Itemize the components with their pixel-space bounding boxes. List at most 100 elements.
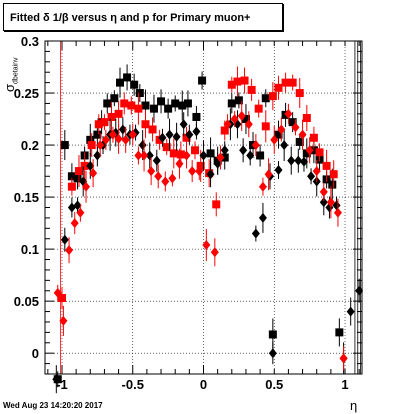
data-point-diamond (258, 181, 267, 192)
data-point-diamond (326, 197, 335, 208)
data-point-diamond (270, 134, 279, 145)
data-point-square (261, 122, 270, 131)
data-point-square (315, 148, 324, 157)
data-point-diamond (268, 348, 277, 359)
data-point-diamond (284, 108, 293, 119)
data-point-diamond (277, 124, 286, 135)
data-point-diamond (140, 150, 149, 161)
y-axis-title: σdbetainv (2, 57, 20, 93)
data-point-square (309, 146, 318, 155)
data-point-square (103, 99, 112, 108)
title-box: Fitted δ 1/β versus η and p for Primary … (3, 3, 283, 31)
data-point-diamond (223, 119, 232, 130)
data-point-square (57, 294, 66, 303)
data-point-square (80, 161, 89, 170)
data-point-diamond (96, 140, 105, 151)
data-point-diamond (210, 247, 219, 258)
data-point-diamond (291, 122, 300, 133)
data-point-diamond (188, 166, 197, 177)
data-point-square (234, 96, 243, 105)
data-point-diamond (287, 155, 296, 166)
data-point-square (162, 143, 171, 152)
data-point-diamond (294, 155, 303, 166)
data-point-square (274, 83, 283, 92)
data-point-diamond (332, 200, 341, 211)
data-point-square (114, 109, 123, 118)
data-point-diamond (339, 353, 348, 364)
date-stamp: Wed Aug 23 14:20:20 2017 (3, 401, 103, 410)
data-point-diamond (138, 140, 147, 151)
x-tick-label: 1 (341, 377, 348, 392)
y-tick-label: 0.25 (14, 86, 39, 101)
data-point-square (157, 97, 166, 106)
data-point-square (110, 94, 119, 103)
data-point-diamond (76, 207, 85, 218)
y-tick-label: 0.2 (21, 138, 39, 153)
y-axis-subscript: dbetainv (12, 57, 20, 84)
x-tick-label: 0 (200, 377, 207, 392)
data-point-diamond (185, 129, 194, 140)
data-point-square (148, 125, 157, 134)
data-point-square (329, 170, 338, 179)
data-point-square (73, 174, 82, 183)
data-point-diamond (73, 200, 82, 211)
data-point-square (67, 182, 76, 191)
data-point-diamond (118, 124, 127, 135)
data-point-diamond (89, 168, 98, 179)
data-point-diamond (216, 152, 225, 163)
data-point-square (288, 78, 297, 87)
data-point-square (261, 94, 270, 103)
data-point-square (127, 101, 136, 110)
data-point-diamond (274, 165, 283, 176)
data-point-square (322, 161, 331, 170)
plot-frame (44, 40, 363, 375)
data-point-diamond (154, 171, 163, 182)
data-point-square (135, 89, 144, 98)
axis-ticks (45, 40, 362, 375)
data-point-diamond (244, 119, 253, 130)
x-tick-label: 0.5 (265, 377, 283, 392)
data-point-diamond (93, 150, 102, 161)
data-point-square (212, 200, 221, 209)
data-point-square (335, 328, 344, 337)
data-point-diamond (121, 134, 130, 145)
chart-title: Fitted δ 1/β versus η and p for Primary … (10, 12, 251, 24)
data-point-square (256, 151, 265, 160)
data-point-square (268, 330, 277, 339)
plot-border (44, 40, 363, 375)
data-point-square (268, 92, 277, 101)
y-tick-label: 0.05 (14, 294, 39, 309)
data-point-diamond (86, 160, 95, 171)
data-point-diamond (319, 186, 328, 197)
data-point-square (302, 149, 311, 158)
data-point-square (149, 104, 158, 113)
data-point-diamond (161, 176, 170, 187)
data-point-square (86, 135, 95, 144)
data-point-square (94, 120, 103, 129)
data-point-diamond (239, 145, 248, 156)
data-point-diamond (165, 129, 174, 140)
data-point-square (87, 141, 96, 150)
data-point-square (206, 149, 215, 158)
data-point-diamond (108, 129, 117, 140)
data-point-diamond (53, 287, 62, 298)
data-point-diamond (175, 158, 184, 169)
data-point-diamond (251, 228, 260, 239)
data-point-square (241, 115, 250, 124)
data-point-diamond (59, 315, 68, 326)
data-point-diamond (65, 245, 74, 256)
data-point-diamond (206, 169, 215, 180)
data-point-square (196, 161, 205, 170)
data-point-square (192, 112, 201, 121)
data-point-diamond (128, 129, 137, 140)
data-point-diamond (312, 166, 321, 177)
data-point-diamond (172, 131, 181, 142)
data-point-diamond (195, 166, 204, 177)
data-point-diamond (333, 207, 342, 218)
data-point-square (171, 99, 180, 108)
data-point-square (130, 80, 139, 89)
y-tick-label: 0 (32, 346, 39, 361)
data-point-diamond (305, 145, 314, 156)
data-point-square (295, 137, 304, 146)
data-point-square (302, 114, 311, 123)
